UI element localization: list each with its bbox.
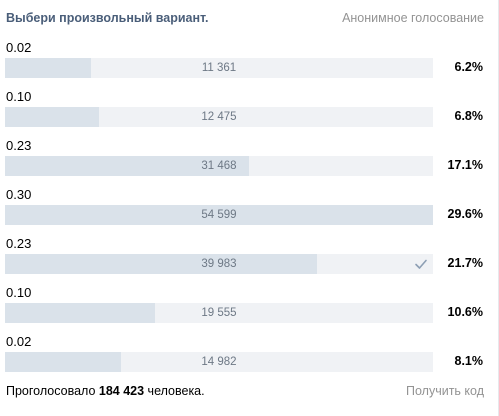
poll-option-bar: 19 555	[5, 303, 433, 323]
poll-option-percent: 17.1%	[447, 158, 483, 172]
poll-option[interactable]: 0.10 19 555 10.6%	[0, 285, 499, 329]
poll-option-vote-count: 31 468	[201, 160, 237, 172]
poll-option-label: 0.23	[6, 236, 32, 251]
poll-header: Выбери произвольный вариант. Анонимное г…	[0, 0, 499, 36]
poll-option-label: 0.10	[6, 285, 32, 300]
poll-option-percent: 6.2%	[454, 60, 484, 74]
check-icon	[415, 259, 427, 269]
poll-option[interactable]: 0.23 31 468 17.1%	[0, 138, 499, 182]
poll-option[interactable]: 0.23 39 983 21.7%	[0, 236, 499, 280]
poll-option-label: 0.02	[6, 334, 32, 349]
poll-option-bar: 31 468	[5, 156, 433, 176]
poll-option-bar: 11 361	[5, 58, 433, 78]
poll-option-bar-fill	[5, 205, 433, 225]
poll-option-bar-fill	[5, 303, 155, 323]
poll-footer: Проголосовало 184 423 человека. Получить…	[0, 378, 499, 406]
poll-option-vote-count: 39 983	[201, 258, 237, 270]
total-votes-text: Проголосовало 184 423 человека.	[6, 384, 205, 398]
anonymous-voting-label: Анонимное голосование	[342, 11, 484, 25]
total-votes-count: 184 423	[98, 384, 145, 398]
total-votes-prefix: Проголосовало	[6, 384, 99, 398]
poll-option-bar: 39 983	[5, 254, 433, 274]
poll-option[interactable]: 0.10 12 475 6.8%	[0, 89, 499, 133]
poll-option-percent: 6.8%	[454, 109, 484, 123]
poll-option-vote-count: 12 475	[201, 111, 237, 123]
poll-option[interactable]: 0.02 14 982 8.1%	[0, 334, 499, 378]
poll-option-bar-fill	[5, 107, 99, 127]
poll-option-vote-count: 54 599	[201, 209, 237, 221]
poll-option-percent: 10.6%	[447, 305, 483, 319]
poll-option-bar-fill	[5, 156, 249, 176]
get-code-link[interactable]: Получить код	[406, 384, 484, 398]
poll-option-label: 0.10	[6, 89, 32, 104]
total-votes-suffix: человека.	[144, 384, 205, 398]
poll-option-vote-count: 19 555	[201, 307, 237, 319]
poll-option-bar: 54 599	[5, 205, 433, 225]
poll-option-bar-fill	[5, 58, 91, 78]
poll-option-bar: 12 475	[5, 107, 433, 127]
poll-option-vote-count: 11 361	[201, 62, 237, 74]
poll-option-percent: 29.6%	[447, 207, 483, 221]
poll-option-label: 0.30	[6, 187, 32, 202]
poll-option-label: 0.02	[6, 40, 32, 55]
poll-option[interactable]: 0.02 11 361 6.2%	[0, 40, 499, 84]
poll-option-bar-fill	[5, 254, 317, 274]
poll-title: Выбери произвольный вариант.	[6, 11, 209, 25]
poll-option-bar-fill	[5, 352, 121, 372]
poll-option-percent: 21.7%	[447, 256, 483, 270]
poll-option[interactable]: 0.30 54 599 29.6%	[0, 187, 499, 231]
poll-option-label: 0.23	[6, 138, 32, 153]
poll-option-bar: 14 982	[5, 352, 433, 372]
poll-option-percent: 8.1%	[454, 354, 484, 368]
poll-option-vote-count: 14 982	[201, 356, 237, 368]
